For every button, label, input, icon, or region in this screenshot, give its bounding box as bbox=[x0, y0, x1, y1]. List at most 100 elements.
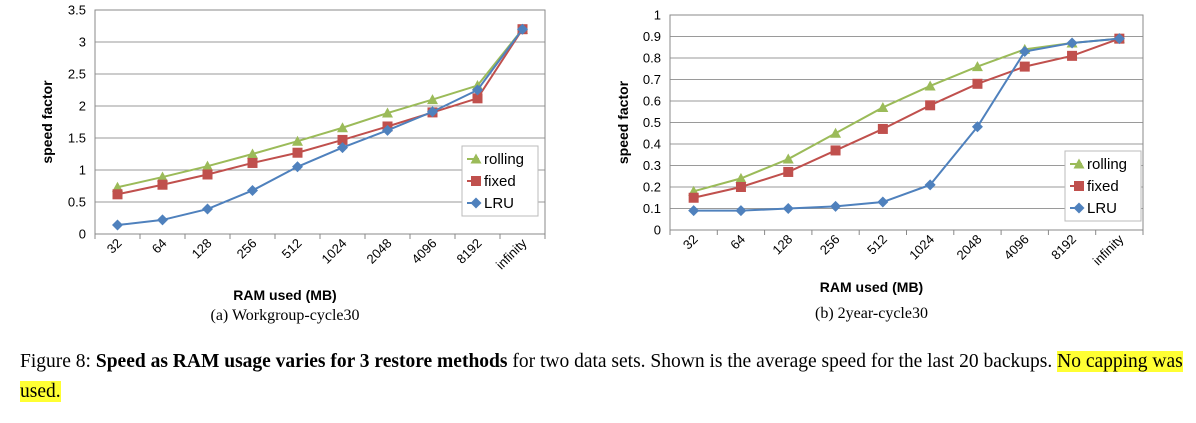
data-point-fixed bbox=[877, 123, 888, 134]
data-point-LRU bbox=[292, 161, 303, 173]
legend-label-LRU: LRU bbox=[484, 195, 514, 212]
x-tick-label: 512 bbox=[279, 236, 305, 262]
data-point-LRU bbox=[877, 196, 889, 208]
legend-marker-LRU bbox=[470, 197, 482, 209]
data-point-fixed bbox=[688, 192, 699, 203]
data-point-rolling bbox=[112, 181, 123, 192]
data-point-fixed bbox=[1019, 61, 1030, 72]
figure-canvas: 0 0.5 1 1.5 2 2.5 3 3.5 32 64 128 256 512 1024 2048 409… bbox=[39, 3, 1144, 324]
data-point-rolling bbox=[157, 171, 168, 182]
data-point-LRU bbox=[472, 84, 483, 96]
data-point-LRU bbox=[337, 142, 348, 154]
x-tick-label: 2048 bbox=[954, 232, 985, 263]
y-tick-label: 2 bbox=[79, 99, 86, 114]
x-tick-label: 1024 bbox=[906, 232, 937, 263]
data-point-LRU bbox=[688, 205, 700, 217]
data-point-LRU bbox=[112, 219, 123, 231]
data-point-LRU bbox=[202, 203, 213, 215]
data-point-rolling bbox=[735, 172, 747, 183]
series-line-LRU bbox=[693, 37, 1120, 212]
series-line-rolling bbox=[117, 28, 524, 189]
y-axis-title: speed factor bbox=[615, 80, 631, 164]
data-point-rolling bbox=[830, 127, 842, 138]
data-point-LRU bbox=[830, 200, 842, 212]
legend-label-fixed: fixed bbox=[1087, 178, 1119, 195]
x-tick-label: infinity bbox=[493, 235, 530, 272]
data-point-fixed bbox=[783, 166, 794, 177]
data-point-LRU bbox=[971, 121, 983, 133]
x-tick-label: 64 bbox=[727, 232, 748, 253]
data-point-rolling bbox=[924, 80, 936, 91]
data-point-fixed bbox=[735, 182, 746, 192]
caption-text: for two data sets. Shown is the average … bbox=[507, 351, 1058, 372]
y-tick-label: 0.7 bbox=[643, 72, 661, 87]
series-line-rolling bbox=[693, 37, 1120, 193]
chart-2: 0 0.1 0.2 0.3 0.4 0.5 0.6 0.7 0.8 0.9 1 32 64 128 256 5… bbox=[615, 8, 1144, 322]
subcaption: (a) Workgroup-cycle30 bbox=[210, 307, 359, 324]
subcaption: (b) 2year-cycle30 bbox=[815, 305, 928, 322]
data-point-LRU bbox=[1019, 46, 1031, 58]
x-tick-label: 512 bbox=[864, 232, 890, 258]
x-tick-label: infinity bbox=[1090, 231, 1127, 268]
data-point-rolling bbox=[337, 122, 348, 133]
x-tick-label: 128 bbox=[189, 236, 215, 262]
caption-bold: Speed as RAM usage varies for 3 restore … bbox=[95, 351, 508, 372]
data-point-LRU bbox=[924, 179, 936, 191]
legend-marker-fixed bbox=[471, 176, 481, 186]
y-tick-label: 0 bbox=[79, 227, 86, 242]
chart-1: 0 0.5 1 1.5 2 2.5 3 3.5 32 64 128 256 512 1024 2048 409… bbox=[39, 3, 546, 324]
x-tick-label: 256 bbox=[234, 236, 260, 262]
data-point-fixed bbox=[337, 134, 348, 145]
data-point-rolling bbox=[247, 148, 258, 159]
data-point-fixed bbox=[972, 78, 983, 89]
data-point-rolling bbox=[782, 153, 794, 164]
legend-marker-LRU bbox=[1073, 202, 1085, 214]
data-point-LRU bbox=[735, 205, 747, 217]
data-point-fixed bbox=[157, 179, 168, 190]
y-tick-label: 3 bbox=[79, 35, 86, 50]
y-tick-label: 0.5 bbox=[643, 115, 661, 130]
legend-label-fixed: fixed bbox=[484, 173, 516, 190]
series-line-fixed bbox=[693, 37, 1120, 199]
data-point-fixed bbox=[925, 100, 936, 111]
x-tick-label: 256 bbox=[817, 232, 843, 258]
y-tick-label: 1 bbox=[79, 163, 86, 178]
x-tick-label: 4096 bbox=[1001, 232, 1032, 263]
x-axis-title: RAM used (MB) bbox=[233, 287, 336, 303]
data-point-fixed bbox=[247, 157, 258, 168]
series-line-LRU bbox=[117, 28, 524, 227]
y-tick-label: 0.9 bbox=[643, 29, 661, 44]
legend: rolling fixed LRU bbox=[461, 145, 539, 217]
y-tick-label: 0.1 bbox=[643, 201, 661, 216]
x-tick-label: 8192 bbox=[1048, 232, 1079, 263]
legend-marker-rolling bbox=[470, 153, 482, 164]
legend-label-rolling: rolling bbox=[1087, 156, 1127, 173]
x-tick-label: 8192 bbox=[454, 236, 485, 267]
data-point-LRU bbox=[157, 214, 168, 226]
x-tick-label: 1024 bbox=[319, 236, 350, 267]
y-tick-label: 0 bbox=[654, 223, 661, 238]
figure-caption: Figure 8: Speed as RAM usage varies for … bbox=[20, 347, 1186, 407]
data-point-rolling bbox=[877, 101, 889, 112]
legend-label-rolling: rolling bbox=[484, 151, 524, 168]
data-point-fixed bbox=[202, 169, 213, 180]
data-point-LRU bbox=[247, 184, 258, 196]
y-tick-label: 0.3 bbox=[643, 158, 661, 173]
data-point-LRU bbox=[427, 106, 438, 118]
x-tick-label: 128 bbox=[769, 232, 795, 258]
data-point-rolling bbox=[427, 94, 438, 105]
y-tick-label: 0.6 bbox=[643, 94, 661, 109]
data-point-rolling bbox=[202, 160, 213, 171]
data-point-LRU bbox=[382, 124, 393, 136]
y-tick-label: 0.5 bbox=[68, 195, 86, 210]
data-point-fixed bbox=[830, 145, 841, 156]
x-tick-label: 32 bbox=[104, 236, 125, 257]
data-point-fixed bbox=[292, 147, 303, 158]
series-line-fixed bbox=[117, 28, 524, 196]
y-tick-label: 2.5 bbox=[68, 67, 86, 82]
caption-prefix: Figure 8: bbox=[20, 351, 96, 372]
x-tick-label: 2048 bbox=[364, 236, 395, 267]
legend-marker-fixed bbox=[1074, 181, 1084, 191]
data-point-LRU bbox=[782, 203, 794, 214]
y-tick-label: 0.2 bbox=[643, 180, 661, 195]
